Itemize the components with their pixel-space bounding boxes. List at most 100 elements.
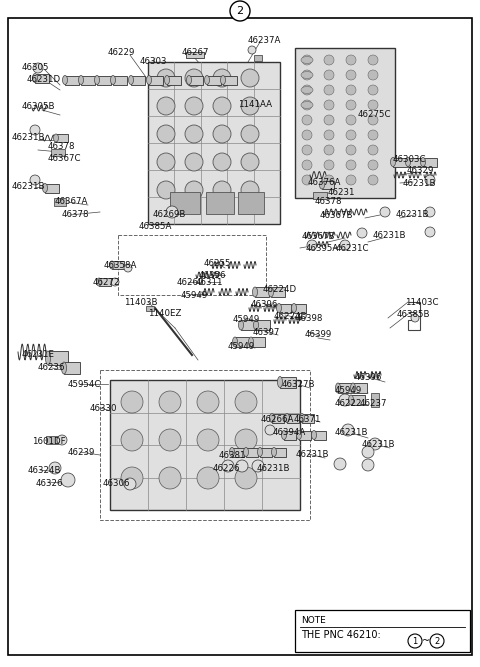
Bar xyxy=(279,303,291,313)
Ellipse shape xyxy=(204,75,209,85)
Text: 45954C: 45954C xyxy=(68,380,101,389)
Text: 46231B: 46231B xyxy=(296,450,329,459)
Circle shape xyxy=(185,97,203,115)
Circle shape xyxy=(197,391,219,413)
Circle shape xyxy=(185,69,203,87)
Circle shape xyxy=(222,460,234,472)
Text: 11403B: 11403B xyxy=(124,298,157,307)
Ellipse shape xyxy=(406,157,410,167)
Text: 45949: 45949 xyxy=(233,315,260,324)
Circle shape xyxy=(213,97,231,115)
Circle shape xyxy=(339,394,351,406)
Circle shape xyxy=(302,70,312,80)
Ellipse shape xyxy=(350,383,356,393)
Circle shape xyxy=(324,70,334,80)
Circle shape xyxy=(235,467,257,489)
Circle shape xyxy=(346,100,356,110)
Circle shape xyxy=(124,478,136,490)
Bar xyxy=(51,149,65,155)
Circle shape xyxy=(213,153,231,171)
Text: 45949: 45949 xyxy=(181,291,208,300)
Ellipse shape xyxy=(146,75,152,85)
Text: 46231: 46231 xyxy=(328,188,356,197)
Circle shape xyxy=(157,153,175,171)
Bar xyxy=(423,157,437,167)
Circle shape xyxy=(324,55,334,65)
Circle shape xyxy=(324,160,334,170)
Circle shape xyxy=(346,145,356,155)
Polygon shape xyxy=(186,52,204,58)
Circle shape xyxy=(111,278,119,286)
Bar xyxy=(322,181,334,189)
Bar xyxy=(110,380,300,510)
Circle shape xyxy=(368,70,378,80)
Circle shape xyxy=(213,69,231,87)
Ellipse shape xyxy=(253,320,259,330)
Text: 46305: 46305 xyxy=(22,63,49,72)
Text: 46324B: 46324B xyxy=(28,466,61,475)
Ellipse shape xyxy=(269,414,275,422)
Circle shape xyxy=(157,97,175,115)
Text: 46381: 46381 xyxy=(219,451,247,460)
Circle shape xyxy=(425,207,435,217)
Ellipse shape xyxy=(165,75,169,85)
Ellipse shape xyxy=(348,395,353,405)
Circle shape xyxy=(302,130,312,140)
Ellipse shape xyxy=(291,303,297,313)
Text: 46303: 46303 xyxy=(140,57,168,66)
Bar xyxy=(294,303,306,313)
Text: 45949: 45949 xyxy=(228,342,255,351)
Circle shape xyxy=(159,391,181,413)
Circle shape xyxy=(166,206,178,218)
Circle shape xyxy=(380,207,390,217)
Circle shape xyxy=(197,429,219,451)
Circle shape xyxy=(236,460,248,472)
Bar xyxy=(393,157,407,167)
Ellipse shape xyxy=(301,57,313,63)
Circle shape xyxy=(157,69,175,87)
Circle shape xyxy=(425,175,435,185)
Bar xyxy=(232,448,244,456)
Text: 1140EZ: 1140EZ xyxy=(148,309,181,318)
Text: 46378: 46378 xyxy=(48,142,75,151)
Ellipse shape xyxy=(220,75,226,85)
Circle shape xyxy=(302,85,312,95)
Bar xyxy=(35,73,49,83)
Bar xyxy=(148,62,280,224)
Ellipse shape xyxy=(272,448,276,456)
Circle shape xyxy=(368,175,378,185)
Text: 46231B: 46231B xyxy=(396,210,430,219)
Bar xyxy=(112,261,124,269)
Circle shape xyxy=(235,429,257,451)
Bar xyxy=(54,198,66,206)
Text: 46275C: 46275C xyxy=(358,110,392,119)
Text: 46272: 46272 xyxy=(93,278,120,287)
Bar xyxy=(313,191,327,199)
Text: 1141AA: 1141AA xyxy=(238,100,272,109)
Text: 2: 2 xyxy=(237,6,243,16)
Circle shape xyxy=(302,55,312,65)
Text: ~: ~ xyxy=(422,636,430,646)
Ellipse shape xyxy=(301,87,313,93)
Ellipse shape xyxy=(62,75,68,85)
Text: 1: 1 xyxy=(412,636,418,646)
Bar xyxy=(81,75,95,85)
Ellipse shape xyxy=(110,75,116,85)
Text: 46231B: 46231B xyxy=(403,179,436,188)
Text: 46255: 46255 xyxy=(204,259,231,268)
Circle shape xyxy=(213,181,231,199)
Circle shape xyxy=(362,446,374,458)
Bar xyxy=(251,337,265,347)
Ellipse shape xyxy=(129,75,133,85)
Text: 46367B: 46367B xyxy=(302,232,336,241)
Bar xyxy=(206,192,234,214)
Text: 46266A: 46266A xyxy=(261,415,294,424)
Bar xyxy=(46,436,58,444)
Text: 46231B: 46231B xyxy=(12,182,46,191)
Ellipse shape xyxy=(46,351,50,365)
Bar xyxy=(408,157,422,167)
Bar xyxy=(238,192,264,214)
Circle shape xyxy=(346,115,356,125)
Ellipse shape xyxy=(301,71,313,79)
Text: 46396: 46396 xyxy=(251,300,278,309)
